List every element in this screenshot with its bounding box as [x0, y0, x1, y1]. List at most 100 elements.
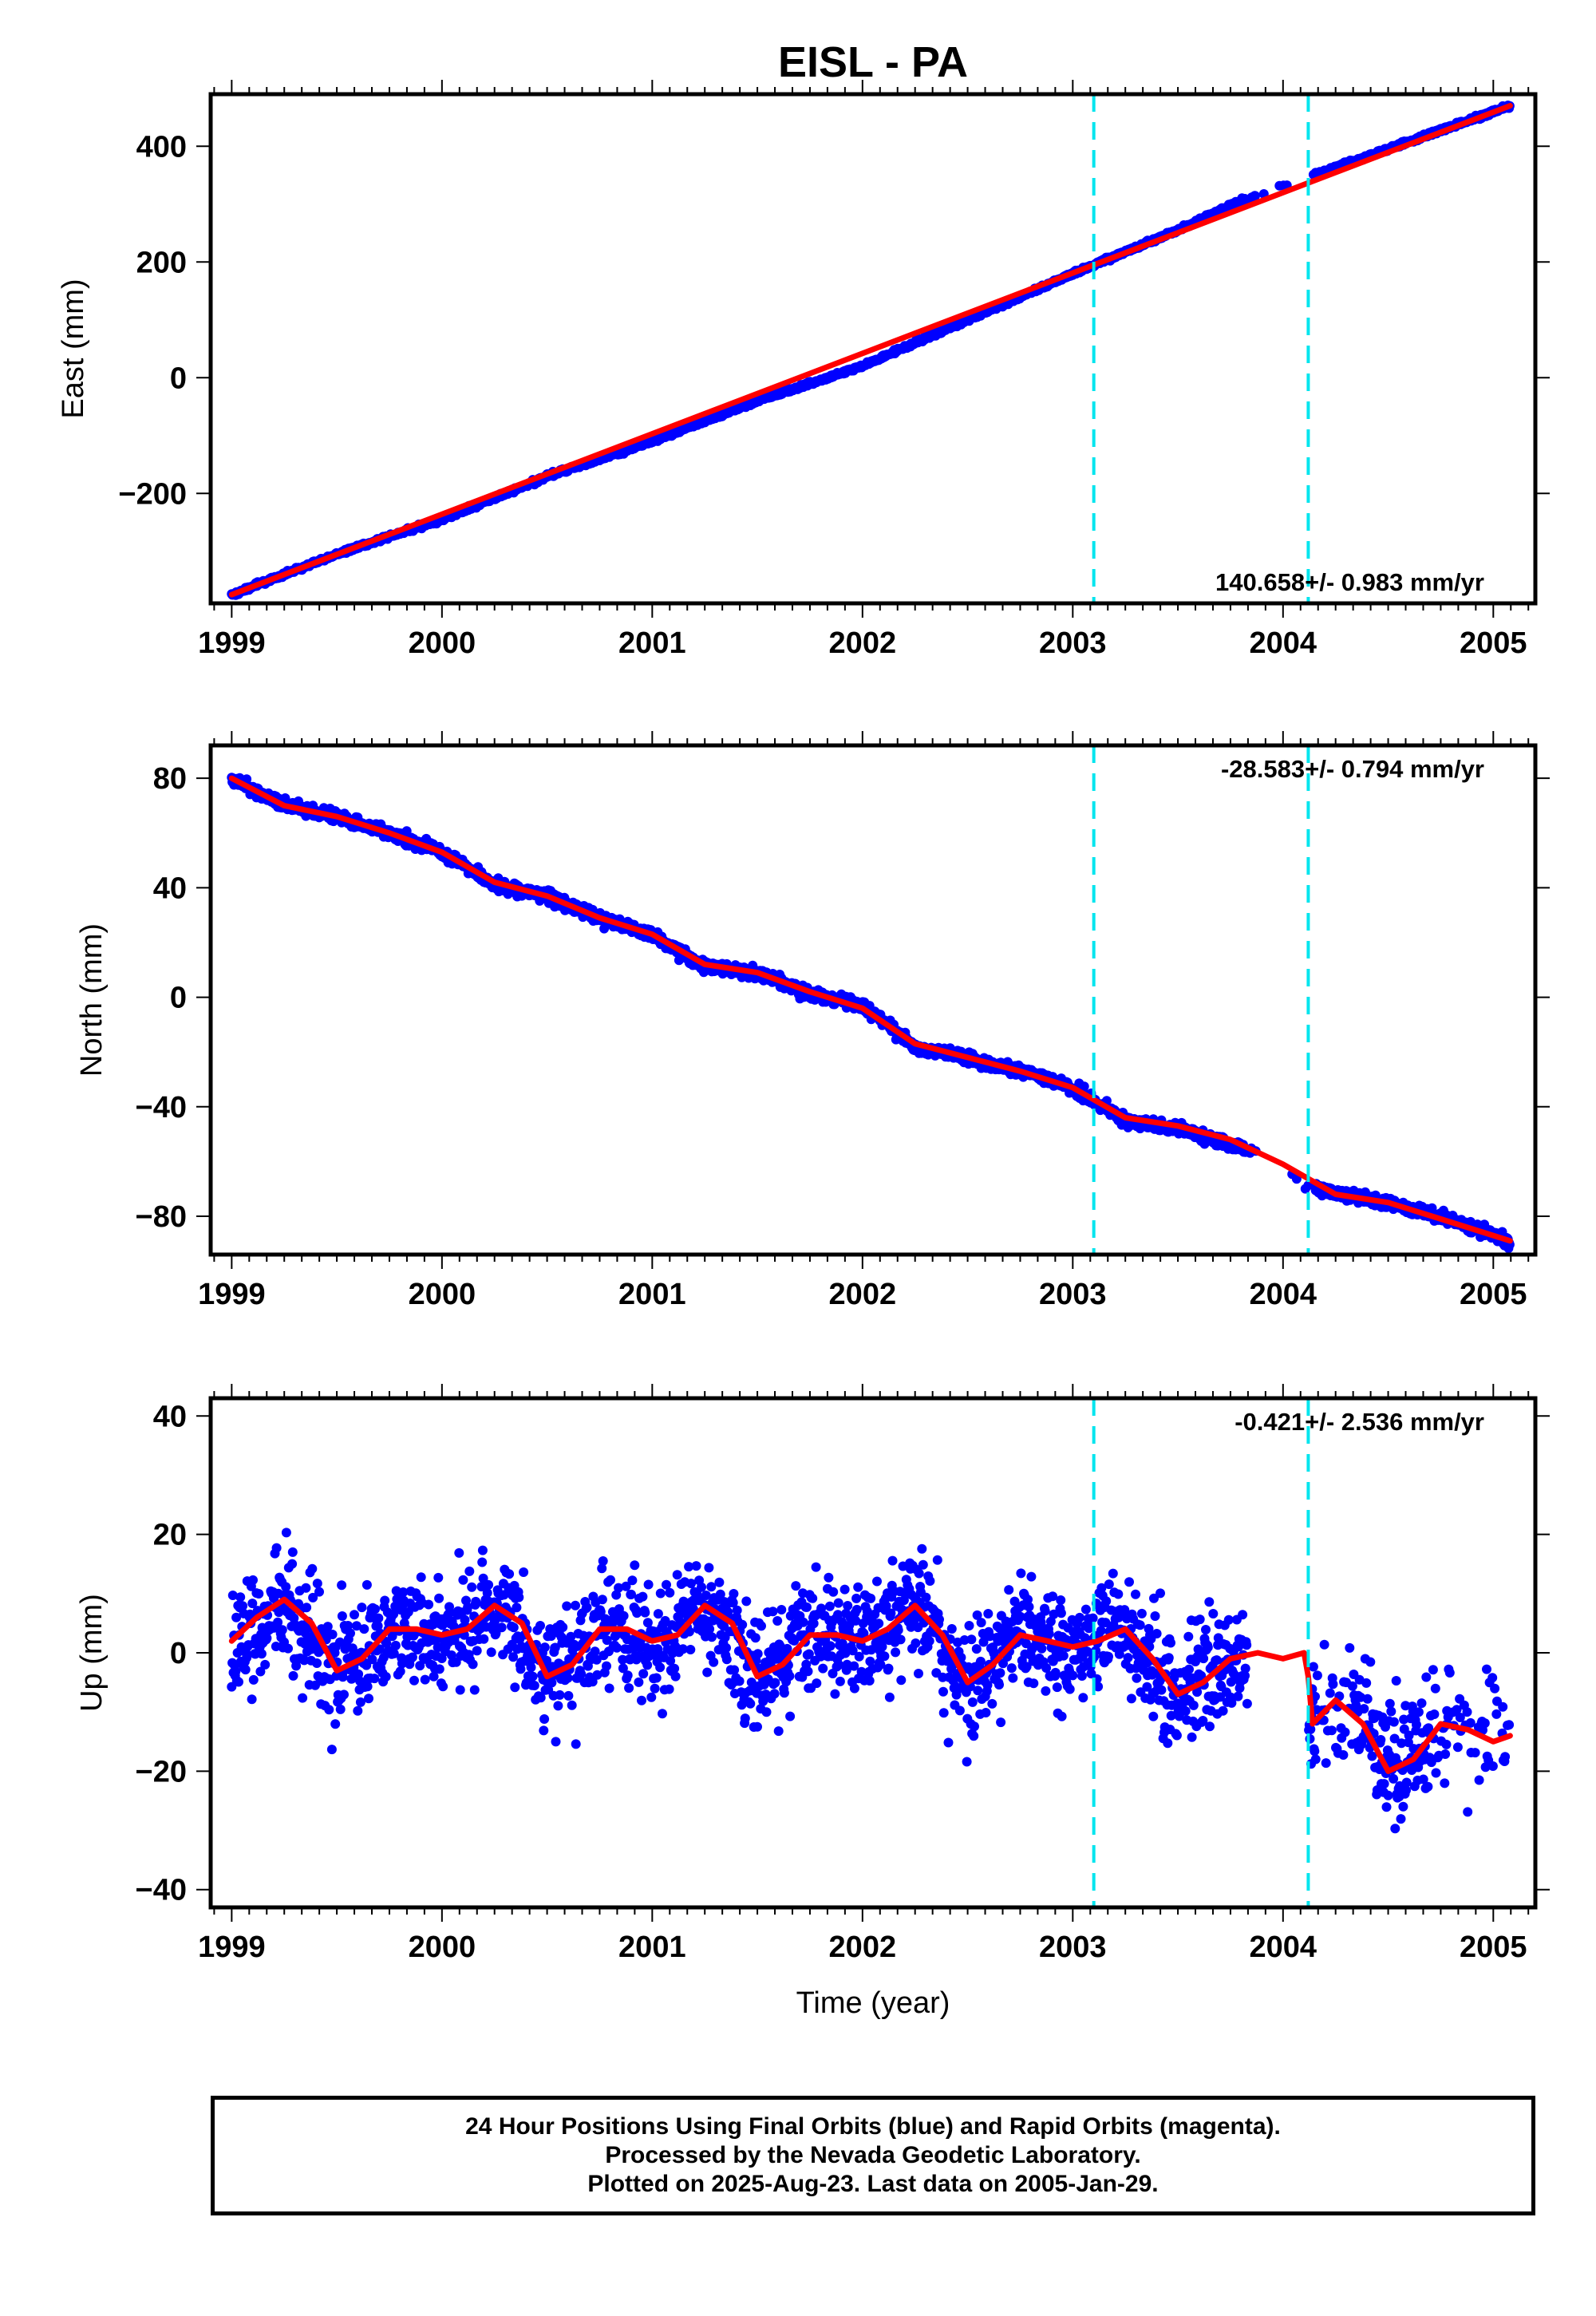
up-data-point	[395, 1666, 405, 1677]
up-data-point	[346, 1628, 355, 1638]
up-data-point	[231, 1612, 242, 1622]
up-data-point	[351, 1621, 361, 1631]
up-data-point	[434, 1593, 444, 1603]
up-data-point	[248, 1674, 259, 1685]
east-x-tick-label: 2004	[1250, 626, 1317, 660]
up-data-point	[271, 1543, 282, 1553]
north-model-line	[228, 775, 1513, 1244]
up-data-point	[367, 1654, 377, 1665]
up-data-point	[434, 1664, 444, 1674]
up-data-point	[283, 1643, 293, 1654]
up-data-point	[247, 1694, 257, 1705]
up-data-point	[308, 1592, 318, 1603]
up-data-point	[444, 1607, 455, 1618]
up-data-point	[231, 1666, 241, 1677]
up-data-point	[288, 1670, 298, 1681]
figure-title: EISL - PA	[778, 38, 968, 86]
up-data-point	[302, 1603, 312, 1613]
up-data-point	[369, 1674, 380, 1684]
east-plot-area	[227, 94, 1515, 603]
panels: 1999 2000 2001 2002 2003 2004 2005−2000200400E…	[57, 80, 1550, 1964]
up-data-point	[390, 1640, 401, 1650]
up-data-points	[227, 1528, 1515, 1834]
north-y-tick-label: −80	[136, 1200, 187, 1234]
north-y-tick-label: −40	[136, 1091, 187, 1124]
up-data-point	[324, 1705, 334, 1715]
up-data-point	[339, 1690, 349, 1700]
up-data-point	[364, 1694, 373, 1704]
up-data-point	[273, 1617, 283, 1627]
up-data-point	[312, 1579, 322, 1589]
east-model-line	[228, 103, 1513, 598]
up-data-point	[326, 1745, 337, 1755]
up-data-point	[260, 1659, 271, 1670]
up-data-point	[322, 1622, 333, 1632]
up-data-point	[310, 1680, 320, 1690]
north-plot-area	[227, 745, 1515, 1255]
up-data-point	[355, 1697, 365, 1707]
up-data-point	[255, 1666, 266, 1677]
north-rate-annotation: -28.583+/- 0.794 mm/yr	[1221, 755, 1484, 783]
east-y-tick-label: 400	[136, 130, 187, 164]
north-panel: 1999 2000 2001 2002 2003 2004 2005−80−4004080N…	[75, 731, 1550, 1311]
east-rate-annotation: 140.658+/- 0.983 mm/yr	[1215, 568, 1484, 596]
up-data-point	[256, 1649, 267, 1659]
east-x-tick-label: 1999	[198, 626, 266, 660]
up-data-point	[327, 1630, 338, 1639]
up-data-point	[389, 1649, 399, 1658]
up-data-point	[428, 1619, 438, 1630]
up-data-point	[337, 1580, 347, 1591]
up-data-point	[281, 1528, 291, 1538]
up-data-point	[254, 1589, 264, 1599]
east-y-axis-label: East (mm)	[57, 279, 90, 418]
up-data-point	[299, 1655, 310, 1666]
up-data-point	[397, 1658, 407, 1669]
north-y-tick-label: 80	[153, 762, 187, 796]
up-data-point	[446, 1650, 456, 1660]
up-plot-area	[227, 1398, 1515, 1907]
up-data-point	[227, 1682, 237, 1692]
up-data-point	[287, 1547, 298, 1557]
north-y-tick-label: 0	[170, 982, 187, 1015]
up-data-point	[438, 1682, 448, 1692]
up-data-point	[234, 1677, 243, 1687]
east-x-tick-label: 2001	[618, 626, 686, 660]
up-data-point	[359, 1624, 369, 1634]
up-data-point	[361, 1579, 372, 1590]
up-data-point	[242, 1653, 252, 1663]
up-data-point	[314, 1587, 324, 1597]
east-y-tick-label: 200	[136, 246, 187, 279]
up-data-point	[398, 1587, 409, 1597]
up-panel: 1999 2000 2001 2002 2003 2004 2005−40−2002040U…	[75, 1384, 1550, 1964]
north-x-tick-label: 2003	[1039, 1278, 1107, 1311]
east-x-tick-label: 2002	[829, 626, 897, 660]
east-x-tick-label: 2000	[409, 626, 476, 660]
up-data-point	[407, 1652, 417, 1662]
east-x-tick-label: 2005	[1460, 626, 1527, 660]
up-data-point	[381, 1638, 392, 1649]
up-data-point	[420, 1674, 430, 1685]
east-panel: 1999 2000 2001 2002 2003 2004 2005−2000200400E…	[57, 80, 1550, 660]
up-data-point	[362, 1682, 373, 1692]
north-x-tick-label: 2004	[1250, 1278, 1317, 1311]
up-data-point	[343, 1621, 354, 1630]
up-data-point	[277, 1625, 287, 1635]
east-y-tick-label: 0	[170, 362, 187, 395]
north-y-tick-label: 40	[153, 871, 187, 905]
up-data-point	[424, 1599, 434, 1610]
up-data-point	[307, 1563, 318, 1574]
north-x-tick-label: 1999	[198, 1278, 266, 1311]
east-y-tick-label: −200	[118, 477, 187, 511]
up-data-point	[330, 1719, 341, 1729]
up-data-point	[240, 1665, 251, 1675]
north-x-tick-label: 2002	[829, 1278, 897, 1311]
up-data-point	[274, 1607, 284, 1618]
north-data-point	[1079, 1081, 1089, 1092]
east-frame	[208, 92, 1538, 606]
up-data-point	[337, 1611, 347, 1621]
north-x-tick-label: 2005	[1460, 1278, 1527, 1311]
up-data-point	[247, 1599, 258, 1609]
east-data-point	[1250, 191, 1260, 201]
up-data-point	[335, 1704, 346, 1714]
